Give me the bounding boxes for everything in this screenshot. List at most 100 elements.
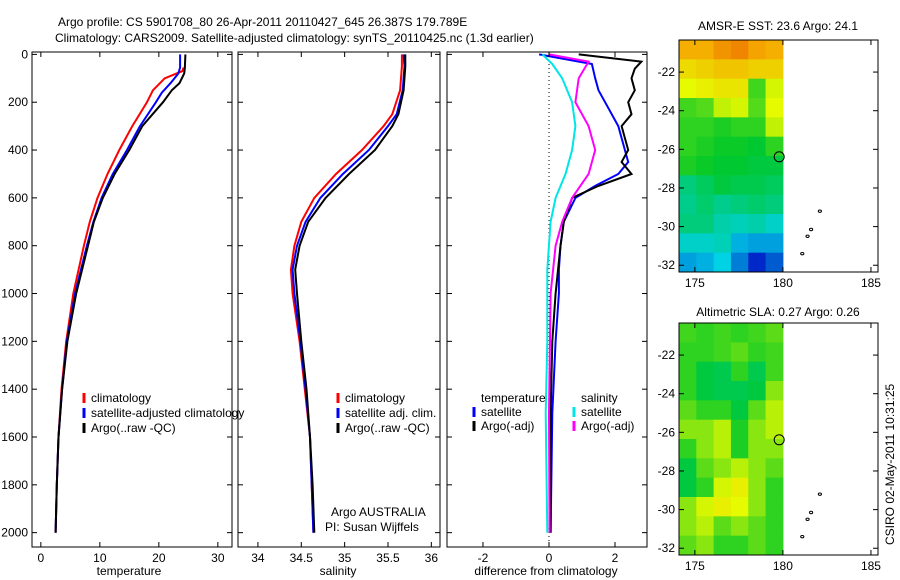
- salinity-legend: climatology satellite adj. clim. Argo(..…: [345, 391, 436, 435]
- series-line-salinity-satellite: [541, 53, 577, 533]
- heatmap-cell: [696, 535, 715, 556]
- heatmap-cell: [679, 381, 697, 401]
- island-outline: [800, 251, 805, 256]
- heatmap-cell: [713, 381, 732, 401]
- difference-xlabel: difference from climatology: [474, 564, 617, 578]
- y-tick-label: 1800: [1, 478, 28, 492]
- heatmap-cell: [696, 458, 715, 479]
- legend-label: Argo(-adj): [481, 419, 534, 433]
- heatmap-cell: [765, 175, 784, 196]
- heatmap-cell: [713, 535, 732, 556]
- temperature-frame: [31, 51, 233, 548]
- y-tick-label: 1200: [1, 334, 28, 348]
- heatmap-cell: [765, 323, 784, 343]
- y-tick-label: 400: [8, 143, 28, 157]
- x-tick-label: 0: [38, 551, 45, 565]
- heatmap-cell: [748, 214, 767, 234]
- heatmap-cell: [730, 78, 749, 99]
- heatmap-cell: [713, 361, 732, 382]
- heatmap-cell: [730, 361, 749, 382]
- heatmap-cell: [696, 136, 715, 157]
- y-tick-label: 200: [8, 95, 28, 109]
- heatmap-cell: [679, 497, 697, 517]
- difference-legend: temperature satellite Argo(-adj) salinit…: [481, 391, 634, 433]
- heatmap-cell: [696, 98, 715, 118]
- heatmap-cell: [748, 342, 767, 363]
- heatmap-cell: [730, 342, 749, 363]
- heatmap-cell: [765, 516, 784, 537]
- heatmap-cell: [696, 400, 715, 421]
- heatmap-cell: [679, 477, 697, 498]
- island-outline: [808, 227, 814, 232]
- x-tick-label: 2: [612, 551, 619, 565]
- heatmap-cell: [748, 535, 767, 556]
- heatmap-cell: [713, 497, 732, 517]
- heatmap-cell: [679, 78, 697, 99]
- legend-label: satellite: [481, 405, 522, 419]
- heatmap-cell: [730, 419, 749, 440]
- heatmap-cell: [713, 233, 732, 254]
- heatmap-cell: [765, 458, 784, 479]
- heatmap-cell: [713, 59, 732, 80]
- heatmap-cell: [730, 156, 749, 176]
- heatmap-cell: [765, 117, 784, 138]
- series-line-temperature-satellite: [538, 53, 630, 533]
- heatmap-cell: [748, 117, 767, 138]
- heatmap-cell: [679, 419, 697, 440]
- sla-map-title: Altimetric SLA: 0.27 Argo: 0.26: [696, 305, 860, 319]
- series-line-argo-raw-qc-: [294, 54, 407, 533]
- heatmap-cell: [730, 535, 749, 556]
- x-tick-label: 10: [93, 551, 107, 565]
- heatmap-cell: [679, 535, 697, 556]
- sla_map-frame: [678, 322, 879, 556]
- heatmap-cell: [765, 361, 784, 382]
- heatmap-cell: [713, 516, 732, 537]
- heatmap-cell: [765, 252, 784, 273]
- y-tick-label: 1600: [1, 430, 28, 444]
- legend-label: satellite: [581, 405, 622, 419]
- heatmap-cell: [730, 252, 749, 273]
- heatmap-cell: [730, 214, 749, 234]
- y-tick-label: 800: [8, 239, 28, 253]
- heatmap-cell: [765, 59, 784, 80]
- x-tick-label: 180: [773, 276, 793, 290]
- heatmap-cell: [679, 175, 697, 196]
- x-tick-label: 30: [211, 551, 225, 565]
- figure-title-line2: Climatology: CARS2009. Satellite-adjuste…: [55, 31, 534, 45]
- legend-label: climatology: [345, 391, 405, 405]
- x-tick-label: 34: [251, 551, 265, 565]
- heatmap-cell: [696, 477, 715, 498]
- heatmap-cell: [748, 40, 767, 60]
- series-line-salinity-argo-adj-: [547, 53, 597, 533]
- heatmap-cell: [748, 497, 767, 517]
- heatmap-cell: [679, 439, 697, 459]
- heatmap-cell: [765, 98, 784, 118]
- heatmap-cell: [713, 342, 732, 363]
- heatmap-cell: [748, 194, 767, 215]
- heatmap-cell: [748, 477, 767, 498]
- heatmap-cell: [696, 117, 715, 138]
- heatmap-cell: [730, 175, 749, 196]
- y-tick-label: 0: [21, 47, 28, 61]
- heatmap-cell: [696, 59, 715, 80]
- temperature-series: [54, 54, 187, 533]
- island-outline: [817, 492, 822, 496]
- heatmap-cell: [713, 175, 732, 196]
- heatmap-cell: [730, 458, 749, 479]
- legend-label: Argo(..raw -QC): [91, 421, 176, 435]
- heatmap-cell: [730, 381, 749, 401]
- heatmap-cell: [748, 175, 767, 196]
- heatmap-cell: [696, 252, 715, 273]
- heatmap-cell: [730, 439, 749, 459]
- heatmap-cell: [679, 117, 697, 138]
- legend-label: satellite-adjusted climatology: [91, 406, 244, 420]
- heatmap-cell: [730, 136, 749, 157]
- heatmap-cell: [696, 40, 715, 60]
- island-outline: [808, 510, 814, 515]
- y-tick-label: -22: [658, 65, 676, 79]
- temperature-legend: climatology satellite-adjusted climatolo…: [91, 391, 244, 435]
- x-tick-label: -2: [478, 551, 489, 565]
- x-tick-label: 35: [338, 551, 352, 565]
- heatmap-cell: [679, 98, 697, 118]
